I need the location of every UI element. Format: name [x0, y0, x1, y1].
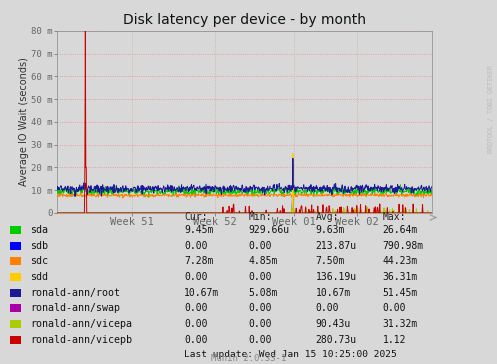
Text: ronald-ann/root: ronald-ann/root	[30, 288, 120, 298]
Text: 51.45m: 51.45m	[383, 288, 418, 298]
Text: 7.50m: 7.50m	[316, 256, 345, 266]
Text: 0.00: 0.00	[184, 335, 207, 345]
Text: 90.43u: 90.43u	[316, 319, 351, 329]
Text: 0.00: 0.00	[184, 272, 207, 282]
Text: ronald-ann/vicepa: ronald-ann/vicepa	[30, 319, 132, 329]
Text: 790.98m: 790.98m	[383, 241, 424, 251]
Text: 1.12: 1.12	[383, 335, 406, 345]
Text: sdc: sdc	[30, 256, 48, 266]
Text: 44.23m: 44.23m	[383, 256, 418, 266]
Text: Last update: Wed Jan 15 10:25:00 2025: Last update: Wed Jan 15 10:25:00 2025	[184, 351, 397, 359]
Text: Max:: Max:	[383, 212, 406, 222]
Text: 7.28m: 7.28m	[184, 256, 213, 266]
Text: 0.00: 0.00	[184, 241, 207, 251]
Text: ronald-ann/vicepb: ronald-ann/vicepb	[30, 335, 132, 345]
Y-axis label: Average IO Wait (seconds): Average IO Wait (seconds)	[19, 58, 29, 186]
Text: 0.00: 0.00	[184, 303, 207, 313]
Text: 280.73u: 280.73u	[316, 335, 357, 345]
Text: sdd: sdd	[30, 272, 48, 282]
Text: 0.00: 0.00	[248, 241, 272, 251]
Text: ronald-ann/swap: ronald-ann/swap	[30, 303, 120, 313]
Text: 0.00: 0.00	[184, 319, 207, 329]
Text: 0.00: 0.00	[383, 303, 406, 313]
Text: 0.00: 0.00	[248, 272, 272, 282]
Text: 0.00: 0.00	[248, 303, 272, 313]
Text: Cur:: Cur:	[184, 212, 207, 222]
Text: 31.32m: 31.32m	[383, 319, 418, 329]
Text: 136.19u: 136.19u	[316, 272, 357, 282]
Text: RRDTOOL / TOBI OETIKER: RRDTOOL / TOBI OETIKER	[488, 65, 494, 153]
Text: 26.64m: 26.64m	[383, 225, 418, 235]
Text: 5.08m: 5.08m	[248, 288, 278, 298]
Text: 0.00: 0.00	[248, 319, 272, 329]
Text: 213.87u: 213.87u	[316, 241, 357, 251]
Text: 10.67m: 10.67m	[184, 288, 219, 298]
Text: sda: sda	[30, 225, 48, 235]
Text: 9.63m: 9.63m	[316, 225, 345, 235]
Text: Avg:: Avg:	[316, 212, 339, 222]
Text: 0.00: 0.00	[248, 335, 272, 345]
Text: 10.67m: 10.67m	[316, 288, 351, 298]
Text: 9.45m: 9.45m	[184, 225, 213, 235]
Text: 36.31m: 36.31m	[383, 272, 418, 282]
Text: 0.00: 0.00	[316, 303, 339, 313]
Title: Disk latency per device - by month: Disk latency per device - by month	[123, 13, 366, 27]
Text: 4.85m: 4.85m	[248, 256, 278, 266]
Text: Munin 2.0.33-1: Munin 2.0.33-1	[211, 354, 286, 363]
Text: 929.66u: 929.66u	[248, 225, 290, 235]
Text: sdb: sdb	[30, 241, 48, 251]
Text: Min:: Min:	[248, 212, 272, 222]
